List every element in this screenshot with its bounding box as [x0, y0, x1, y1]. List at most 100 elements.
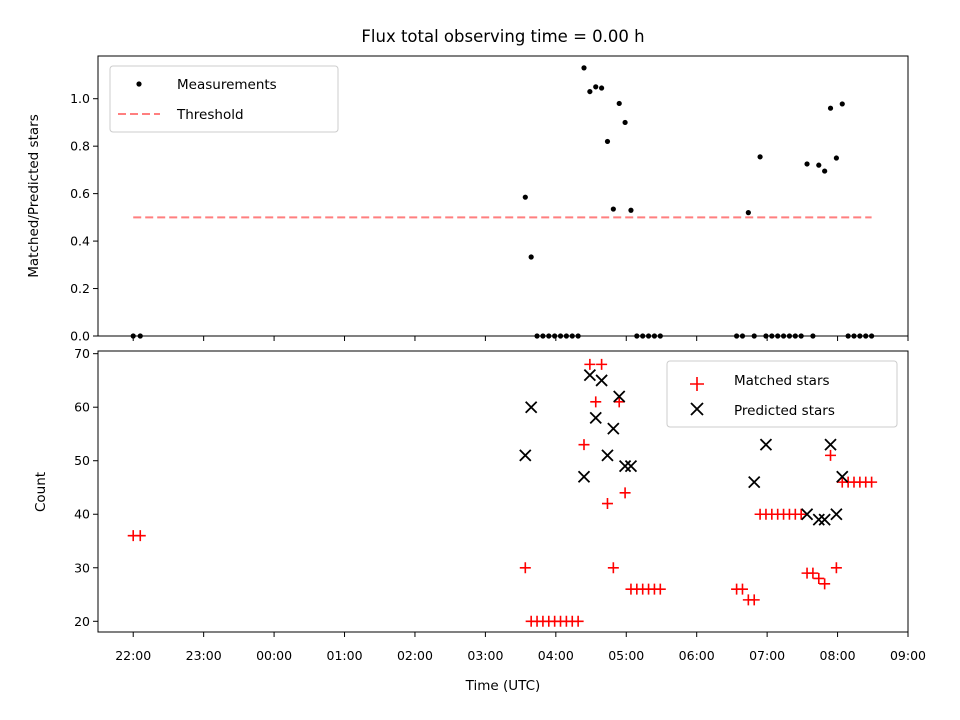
predicted-star-point: [613, 390, 626, 403]
matched-star-point: [807, 567, 819, 579]
x-tick-label: 00:00: [256, 648, 292, 663]
measurement-point: [569, 333, 575, 339]
measurement-point: [610, 206, 616, 212]
bottom-y-tick-label: 50: [74, 453, 90, 468]
measurement-point: [604, 138, 611, 145]
predicted-star-point: [618, 459, 632, 473]
x-tick-label: 06:00: [679, 648, 715, 663]
predicted-star-point: [759, 438, 773, 451]
x-tick-label: 22:00: [115, 648, 151, 663]
top-y-tick-label: 0.2: [70, 281, 90, 296]
measurement-point: [657, 333, 663, 339]
measurement-point: [757, 154, 763, 160]
measurement-point: [651, 333, 658, 339]
measurement-point: [640, 333, 646, 339]
x-tick-label: 03:00: [467, 648, 503, 663]
top-plot-area: [130, 65, 875, 339]
measurement-point: [130, 333, 136, 339]
predicted-star-point: [812, 513, 825, 526]
measurement-point: [869, 333, 875, 339]
x-tick-label: 05:00: [608, 648, 644, 663]
bottom-y-axis: 20 30 40 50 60 70: [74, 346, 98, 629]
measurement-point: [798, 333, 804, 339]
predicted-star-point: [824, 438, 837, 451]
legend-predicted: Predicted stars: [734, 403, 835, 419]
legend-threshold: Threshold: [176, 107, 244, 123]
bottom-legend-box: [666, 360, 898, 428]
measurement-point: [775, 333, 781, 339]
predicted-star-point: [748, 475, 761, 489]
measurement-point: [593, 84, 599, 90]
measurement-point: [745, 210, 751, 216]
x-tick-label: 04:00: [538, 648, 574, 663]
predicted-star-point: [624, 459, 638, 473]
matched-star-point: [578, 439, 590, 451]
bottom-y-axis-label: Count: [33, 472, 49, 512]
predicted-star-point: [525, 401, 538, 414]
matched-star-point: [795, 508, 807, 520]
matched-star-point: [736, 583, 748, 595]
x-tick-label: 08:00: [820, 648, 856, 663]
bottom-y-tick-label: 60: [74, 400, 90, 415]
top-y-axis: 0.0 0.2 0.4 0.6 0.8 1.0: [70, 91, 98, 344]
measurement-point: [786, 333, 793, 339]
top-legend: Measurements Threshold: [109, 65, 339, 133]
bottom-x-axis: 22:00 23:00 00:00 01:00 02:00 03:00 04:00 05:00…: [115, 632, 926, 663]
matched-star-point: [825, 449, 837, 461]
x-tick-label: 07:00: [749, 648, 785, 663]
measurement-point: [645, 333, 652, 339]
matched-star-point: [619, 487, 631, 499]
measurement-point: [534, 333, 540, 339]
legend-measurements: Measurements: [177, 77, 277, 93]
measurement-point: [575, 333, 581, 339]
bottom-y-tick-label: 30: [74, 560, 90, 575]
x-tick-label: 09:00: [890, 648, 926, 663]
predicted-star-point: [830, 508, 843, 521]
predicted-star-point: [595, 374, 608, 387]
measurement-point: [616, 100, 622, 107]
matched-star-point: [607, 562, 619, 574]
measurement-point: [739, 333, 746, 339]
matched-star-point: [596, 358, 608, 370]
measurement-point: [546, 333, 552, 339]
predicted-star-point: [601, 449, 614, 462]
matched-legend-marker: [690, 377, 704, 391]
measurement-point: [751, 333, 757, 339]
measurement-point: [540, 333, 546, 339]
predicted-legend-marker: [690, 402, 704, 416]
top-panel-frame: [97, 55, 909, 337]
top-y-tick-label: 0.6: [70, 186, 90, 201]
matched-star-point: [654, 583, 666, 595]
matched-star-point: [584, 358, 596, 370]
measurements-legend-marker: [136, 81, 142, 87]
measurement-point: [552, 333, 558, 339]
matched-star-point: [519, 562, 531, 574]
top-y-tick-label: 1.0: [70, 91, 90, 106]
bottom-y-tick-label: 70: [74, 346, 90, 361]
bottom-panel: 20 30 40 50 60 70 22:00 23:00 00:00 01:00 02:00 03…: [33, 346, 926, 663]
legend-matched: Matched stars: [734, 373, 830, 389]
measurement-point: [822, 168, 828, 174]
measurement-point: [634, 333, 640, 339]
measurement-point: [827, 105, 834, 111]
bottom-y-tick-label: 20: [74, 614, 90, 629]
predicted-star-point: [607, 422, 620, 435]
matched-star-point: [134, 530, 146, 542]
measurement-point: [863, 333, 869, 339]
predicted-star-point: [818, 513, 831, 526]
matched-star-point: [819, 578, 831, 590]
predicted-star-point: [800, 508, 814, 521]
matched-star-point: [830, 562, 842, 574]
measurement-point: [557, 333, 564, 339]
measurement-point: [839, 101, 845, 107]
measurement-point: [522, 194, 528, 200]
top-legend-box: [109, 65, 339, 133]
measurement-point: [563, 333, 569, 339]
measurement-point: [622, 119, 628, 126]
x-axis-label: Time (UTC): [465, 678, 541, 694]
bottom-plot-area: [127, 358, 878, 627]
top-y-tick-label: 0.0: [70, 329, 90, 344]
measurement-point: [833, 155, 839, 161]
x-tick-label: 02:00: [397, 648, 433, 663]
